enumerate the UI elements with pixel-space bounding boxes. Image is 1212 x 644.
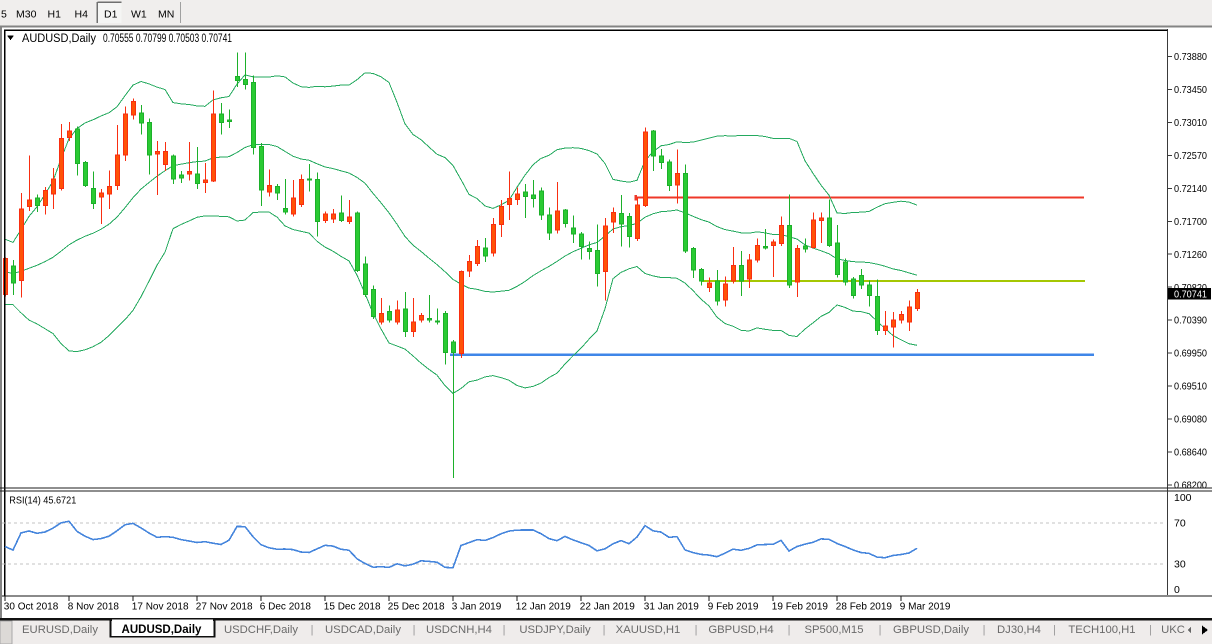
svg-text:0.73450: 0.73450 bbox=[1174, 84, 1207, 96]
svg-text:|: | bbox=[695, 624, 698, 636]
svg-text:|: | bbox=[788, 624, 791, 636]
svg-text:0.71700: 0.71700 bbox=[1174, 216, 1207, 228]
svg-text:28 Feb 2019: 28 Feb 2019 bbox=[836, 602, 893, 613]
svg-text:XAUUSD,H1: XAUUSD,H1 bbox=[616, 624, 681, 636]
svg-text:31 Jan 2019: 31 Jan 2019 bbox=[644, 602, 699, 613]
svg-text:M30: M30 bbox=[16, 9, 37, 21]
svg-text:MN: MN bbox=[158, 9, 174, 21]
svg-text:0.73010: 0.73010 bbox=[1174, 117, 1207, 129]
svg-text:H4: H4 bbox=[75, 9, 89, 21]
svg-text:0.70390: 0.70390 bbox=[1174, 315, 1207, 327]
svg-text:3 Jan 2019: 3 Jan 2019 bbox=[452, 602, 502, 613]
svg-text:|: | bbox=[413, 624, 416, 636]
svg-text:|: | bbox=[1053, 624, 1056, 636]
svg-text:TECH100,H1: TECH100,H1 bbox=[1068, 624, 1135, 636]
svg-text:5: 5 bbox=[1, 9, 7, 21]
svg-text:12 Jan 2019: 12 Jan 2019 bbox=[516, 602, 571, 613]
svg-text:22 Jan 2019: 22 Jan 2019 bbox=[580, 602, 635, 613]
svg-text:|: | bbox=[603, 624, 606, 636]
svg-text:GBPUSD,Daily: GBPUSD,Daily bbox=[893, 624, 969, 636]
svg-text:RSI(14) 45.6721: RSI(14) 45.6721 bbox=[9, 495, 76, 507]
svg-text:100: 100 bbox=[1174, 492, 1192, 504]
svg-text:|: | bbox=[879, 624, 882, 636]
svg-text:0.68640: 0.68640 bbox=[1174, 447, 1207, 459]
svg-text:27 Nov 2018: 27 Nov 2018 bbox=[196, 602, 253, 613]
svg-text:70: 70 bbox=[1174, 517, 1186, 529]
svg-text:0.69510: 0.69510 bbox=[1174, 381, 1207, 393]
svg-text:6 Dec 2018: 6 Dec 2018 bbox=[260, 602, 312, 613]
svg-text:19 Feb 2019: 19 Feb 2019 bbox=[772, 602, 829, 613]
svg-text:|: | bbox=[983, 624, 986, 636]
svg-text:0.72140: 0.72140 bbox=[1174, 183, 1207, 195]
svg-text:9 Mar 2019: 9 Mar 2019 bbox=[900, 602, 951, 613]
svg-text:USDJPY,Daily: USDJPY,Daily bbox=[519, 624, 591, 636]
svg-text:SP500,M15: SP500,M15 bbox=[804, 624, 863, 636]
svg-text:0.72570: 0.72570 bbox=[1174, 150, 1207, 162]
svg-text:30 Oct 2018: 30 Oct 2018 bbox=[4, 602, 59, 613]
svg-text:AUDUSD,Daily: AUDUSD,Daily bbox=[22, 33, 96, 45]
svg-text:USDCAD,Daily: USDCAD,Daily bbox=[325, 624, 401, 636]
svg-text:0.73880: 0.73880 bbox=[1174, 51, 1207, 63]
svg-text:0.70741: 0.70741 bbox=[1174, 289, 1207, 301]
svg-text:8 Nov 2018: 8 Nov 2018 bbox=[68, 602, 120, 613]
svg-text:15 Dec 2018: 15 Dec 2018 bbox=[324, 602, 381, 613]
svg-text:EURUSD,Daily: EURUSD,Daily bbox=[22, 624, 98, 636]
svg-text:USDCNH,H4: USDCNH,H4 bbox=[426, 624, 492, 636]
svg-text:0.70555 0.70799 0.70503 0.7074: 0.70555 0.70799 0.70503 0.70741 bbox=[103, 33, 232, 45]
svg-text:0.68200: 0.68200 bbox=[1174, 479, 1207, 491]
svg-text:0: 0 bbox=[1174, 584, 1180, 596]
svg-text:|: | bbox=[1149, 624, 1152, 636]
svg-text:|: | bbox=[311, 624, 314, 636]
svg-text:GBPUSD,H4: GBPUSD,H4 bbox=[708, 624, 773, 636]
svg-text:30: 30 bbox=[1174, 559, 1186, 571]
svg-text:DJ30,H4: DJ30,H4 bbox=[997, 624, 1041, 636]
svg-text:|: | bbox=[503, 624, 506, 636]
svg-text:17 Nov 2018: 17 Nov 2018 bbox=[132, 602, 189, 613]
svg-text:H1: H1 bbox=[48, 9, 62, 21]
svg-text:0.69080: 0.69080 bbox=[1174, 414, 1207, 426]
svg-text:0.69950: 0.69950 bbox=[1174, 348, 1207, 360]
svg-text:25 Dec 2018: 25 Dec 2018 bbox=[388, 602, 445, 613]
svg-text:W1: W1 bbox=[131, 9, 147, 21]
svg-text:UKC: UKC bbox=[1161, 624, 1185, 636]
svg-text:D1: D1 bbox=[104, 9, 118, 21]
svg-text:9 Feb 2019: 9 Feb 2019 bbox=[708, 602, 759, 613]
svg-text:USDCHF,Daily: USDCHF,Daily bbox=[224, 624, 298, 636]
svg-text:AUDUSD,Daily: AUDUSD,Daily bbox=[122, 624, 202, 636]
svg-text:0.71260: 0.71260 bbox=[1174, 249, 1207, 261]
